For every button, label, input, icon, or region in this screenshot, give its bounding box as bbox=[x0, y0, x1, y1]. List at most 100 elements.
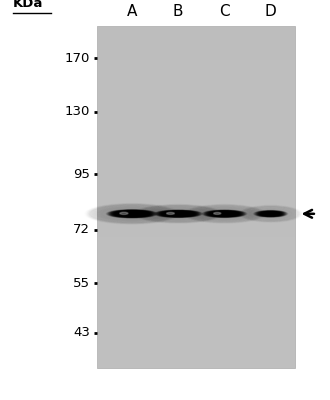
Ellipse shape bbox=[211, 212, 238, 216]
Bar bbox=[97, 123, 295, 129]
Bar bbox=[97, 260, 295, 266]
Ellipse shape bbox=[129, 213, 135, 214]
Text: KDa: KDa bbox=[13, 0, 44, 10]
Bar bbox=[97, 351, 295, 357]
Ellipse shape bbox=[206, 211, 243, 217]
Ellipse shape bbox=[266, 213, 276, 215]
Ellipse shape bbox=[205, 210, 244, 217]
Bar bbox=[97, 157, 295, 163]
Ellipse shape bbox=[263, 212, 279, 215]
Bar bbox=[97, 266, 295, 271]
Text: 170: 170 bbox=[65, 52, 90, 65]
Ellipse shape bbox=[213, 212, 236, 216]
Ellipse shape bbox=[158, 211, 198, 217]
Ellipse shape bbox=[108, 210, 156, 218]
Ellipse shape bbox=[268, 213, 274, 214]
Bar bbox=[97, 112, 295, 117]
Ellipse shape bbox=[175, 213, 181, 214]
Ellipse shape bbox=[222, 213, 227, 214]
Bar bbox=[97, 237, 295, 242]
Ellipse shape bbox=[217, 212, 232, 215]
Ellipse shape bbox=[167, 212, 190, 216]
Ellipse shape bbox=[162, 211, 194, 216]
Ellipse shape bbox=[124, 212, 140, 215]
Bar bbox=[97, 294, 295, 300]
Bar bbox=[97, 100, 295, 106]
Bar bbox=[97, 146, 295, 152]
Bar bbox=[97, 288, 295, 294]
Bar bbox=[97, 357, 295, 362]
Ellipse shape bbox=[203, 210, 246, 217]
Ellipse shape bbox=[168, 212, 188, 215]
Text: 55: 55 bbox=[73, 277, 90, 290]
Bar bbox=[97, 271, 295, 277]
Ellipse shape bbox=[260, 212, 281, 216]
Text: B: B bbox=[173, 4, 183, 19]
Ellipse shape bbox=[261, 212, 280, 216]
Bar bbox=[97, 128, 295, 134]
Ellipse shape bbox=[173, 213, 184, 215]
Ellipse shape bbox=[256, 211, 285, 216]
Ellipse shape bbox=[267, 213, 275, 214]
Ellipse shape bbox=[170, 212, 187, 215]
Bar bbox=[97, 117, 295, 123]
Ellipse shape bbox=[214, 212, 221, 214]
Ellipse shape bbox=[259, 212, 282, 216]
Ellipse shape bbox=[174, 213, 182, 214]
Ellipse shape bbox=[107, 210, 157, 218]
Ellipse shape bbox=[255, 211, 286, 217]
Ellipse shape bbox=[164, 212, 192, 216]
Ellipse shape bbox=[160, 211, 197, 217]
Bar bbox=[97, 66, 295, 72]
Bar bbox=[97, 203, 295, 208]
Ellipse shape bbox=[167, 212, 174, 214]
Ellipse shape bbox=[220, 213, 228, 214]
Bar bbox=[97, 54, 295, 60]
Ellipse shape bbox=[120, 212, 128, 214]
Ellipse shape bbox=[219, 213, 230, 215]
Bar bbox=[97, 77, 295, 83]
Ellipse shape bbox=[215, 212, 234, 215]
Ellipse shape bbox=[269, 213, 273, 214]
Ellipse shape bbox=[111, 210, 153, 217]
Bar bbox=[97, 163, 295, 168]
Bar bbox=[97, 83, 295, 89]
Ellipse shape bbox=[154, 210, 203, 218]
Ellipse shape bbox=[120, 212, 144, 216]
Text: C: C bbox=[219, 4, 230, 19]
Bar bbox=[97, 168, 295, 174]
Bar bbox=[97, 134, 295, 140]
Bar bbox=[97, 32, 295, 37]
Bar bbox=[97, 60, 295, 66]
Ellipse shape bbox=[218, 213, 231, 215]
Bar bbox=[97, 322, 295, 328]
Text: 72: 72 bbox=[73, 223, 90, 236]
Ellipse shape bbox=[155, 210, 201, 217]
Ellipse shape bbox=[258, 211, 283, 216]
Ellipse shape bbox=[117, 211, 147, 216]
Bar bbox=[97, 254, 295, 260]
Text: 43: 43 bbox=[73, 326, 90, 339]
Bar bbox=[97, 340, 295, 345]
Ellipse shape bbox=[161, 211, 195, 216]
Ellipse shape bbox=[210, 211, 239, 216]
Ellipse shape bbox=[114, 211, 150, 217]
Ellipse shape bbox=[216, 212, 232, 215]
Ellipse shape bbox=[124, 212, 140, 215]
Bar bbox=[97, 345, 295, 351]
Ellipse shape bbox=[123, 212, 141, 215]
Ellipse shape bbox=[127, 213, 137, 214]
Bar bbox=[97, 231, 295, 237]
Bar bbox=[97, 362, 295, 368]
Bar bbox=[97, 214, 295, 220]
Text: 95: 95 bbox=[73, 168, 90, 181]
Bar bbox=[97, 317, 295, 322]
Text: 130: 130 bbox=[65, 106, 90, 118]
Ellipse shape bbox=[253, 210, 288, 217]
Bar bbox=[97, 106, 295, 112]
Bar bbox=[97, 180, 295, 186]
Bar bbox=[97, 72, 295, 77]
Bar bbox=[97, 334, 295, 340]
Bar bbox=[97, 94, 295, 100]
Bar bbox=[97, 248, 295, 254]
